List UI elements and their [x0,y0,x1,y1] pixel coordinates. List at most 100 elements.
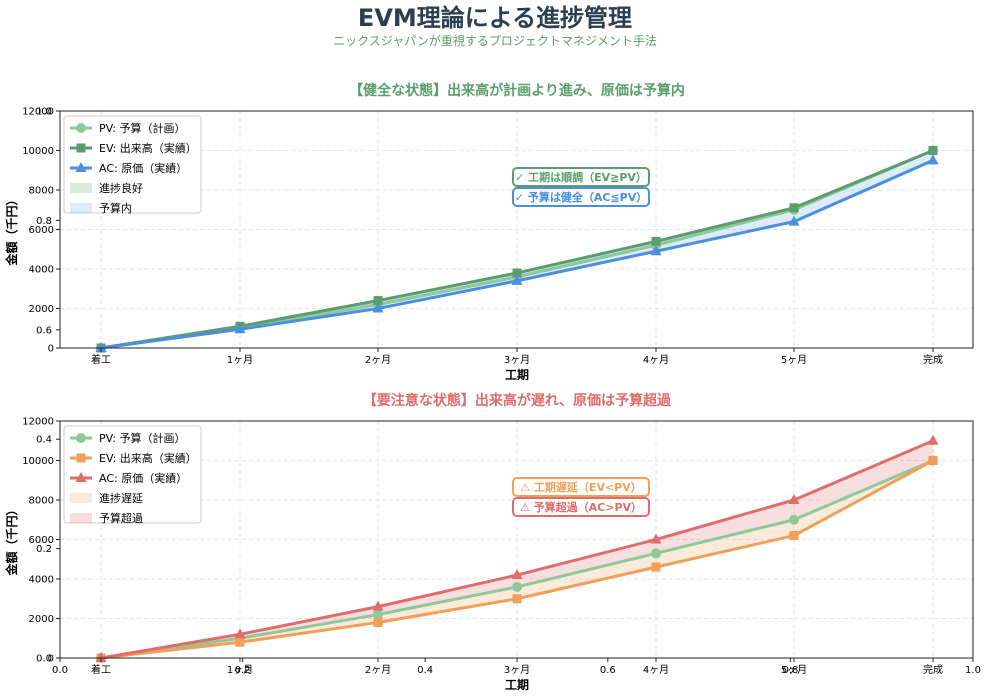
legend-label: 進捗良好 [99,181,143,195]
chart-panel-1: 【健全な状態】出来高が計画より進み、原価は予算内 0 2000 4000 6000 800… [4,82,974,382]
overlay-x-tick-label: 0.8 [782,665,798,676]
y-tick-label: 8000 [29,186,54,197]
chart-panel-2: 【要注意な状態】出来高が遅れ、原価は予算超過 0 2000 4000 6000 8000 1… [4,392,974,692]
data-point-ev [512,268,522,278]
data-point-ac [788,494,800,504]
data-point-ac [927,154,939,165]
y-tick-label: 0 [48,344,54,355]
x-tick-label: 着工 [91,353,111,366]
x-tick-label: 完成 [923,353,943,366]
overlay-x-tick-label: 0.2 [235,665,251,676]
data-point-pv [651,548,661,559]
x-tick-label: 4ヶ月 [643,664,669,676]
x-tick-label: 3ヶ月 [504,664,530,676]
overlay-x-tick-label: 0.6 [600,665,616,676]
overlay-x-tick-label: 1.0 [965,665,981,676]
legend-label: EV: 出来高（実績） [99,141,197,155]
annotation-text-1: ⚠ 工期遅延（EV<PV） [520,480,642,494]
x-axis-label: 工期 [505,367,529,382]
data-point-ev [373,617,383,627]
overlay-x-tick-label: 0.0 [52,665,68,676]
overlay-axis: 0.0 0.2 0.4 0.6 0.8 1.0 0.0 0.2 0.4 0.6 0.8 1.0 [36,107,981,677]
overlay-y-tick-label: 0.6 [36,325,52,336]
legend-label: 予算超過 [99,511,143,525]
legend-swatch-2 [70,203,92,213]
x-tick-label: 5ヶ月 [781,664,807,676]
y-tick-label: 10000 [22,146,54,157]
legend-box [63,425,202,524]
data-point-ac [234,628,246,639]
overlay-y-tick-label: 0.4 [36,435,52,446]
data-point-ev [789,203,799,213]
y-tick-label: 0 [48,654,54,665]
x-tick-label: 3ヶ月 [504,354,530,366]
y-tick-label: 4000 [29,575,54,586]
data-point-pv [373,609,383,620]
y-tick-label: 10000 [22,456,54,467]
data-point-ev [651,236,661,246]
x-tick-label: 1ヶ月 [227,354,253,366]
data-point-ev [928,456,938,465]
legend-label: EV: 出来高（実績） [99,451,197,465]
legend-swatch-1 [70,183,92,193]
annotation-text-2: ⚠ 予算超過（AC>PV） [520,500,642,514]
data-point-ac [234,323,246,334]
overlay-x-tick-label: 0.4 [417,665,433,676]
data-point-ac [788,215,800,226]
figure-subtitle: ニックスジャパンが重視するプロジェクトマネジメント手法 [333,33,657,48]
data-point-ac [372,302,384,313]
data-point-ev [651,562,661,572]
legend-marker-pv [76,433,86,443]
overlay-y-tick-label: 0.8 [36,216,52,227]
x-tick-label: 4ヶ月 [643,354,669,366]
legend-label: AC: 原価（実績） [99,471,187,485]
x-tick-label: 2ヶ月 [365,354,391,366]
legend-label: PV: 予算（計画） [99,121,185,135]
legend-label: AC: 原価（実績） [99,161,187,175]
data-point-ac [927,434,939,445]
y-tick-label: 6000 [29,225,54,236]
y-tick-label: 12000 [22,107,54,118]
data-point-ac [95,652,107,662]
chart-title: 【要注意な状態】出来高が遅れ、原価は予算超過 [363,392,672,409]
chart-title: 【健全な状態】出来高が計画より進み、原価は予算内 [349,82,685,99]
annotation-box-1 [512,167,650,187]
x-axis-label: 工期 [505,677,529,692]
y-tick-label: 12000 [22,417,54,428]
data-point-ac [511,569,523,580]
legend-box [63,115,202,214]
legend-swatch-1 [70,493,92,503]
x-tick-label: 5ヶ月 [781,354,807,366]
y-tick-label: 2000 [29,614,54,625]
legend-marker-ac [75,162,87,172]
data-point-pv [789,514,799,525]
legend-marker-pv [76,123,86,133]
y-axis-label: 金額（千円） [4,193,19,266]
overlay-y-tick-label: 0.0 [36,654,52,665]
legend-marker-ac [75,472,87,482]
data-point-ev [789,531,799,541]
annotation-text-2: ✓ 予算は健全（AC≦PV） [515,190,647,204]
x-tick-label: 着工 [91,663,111,676]
data-point-ev [235,637,245,647]
legend-marker-ev [76,143,86,153]
overlay-y-tick-label: 0.2 [36,544,52,555]
y-tick-label: 4000 [29,265,54,276]
charts-group: 【健全な状態】出来高が計画より進み、原価は予算内 0 2000 4000 6000 800… [4,82,981,692]
annotation-box-2 [512,187,650,207]
data-point-ac [372,600,384,611]
annotation-box-1 [512,477,650,497]
figure-title: EVM理論による進捗管理 [358,4,632,32]
x-tick-label: 1ヶ月 [227,664,253,676]
data-point-ac [650,533,662,544]
data-point-ev [373,296,383,306]
annotation-box-2 [512,497,650,517]
legend-label: 予算内 [99,201,132,215]
y-tick-label: 8000 [29,496,54,507]
legend-swatch-2 [70,513,92,523]
data-point-pv [512,581,522,592]
x-tick-label: 完成 [923,663,943,676]
